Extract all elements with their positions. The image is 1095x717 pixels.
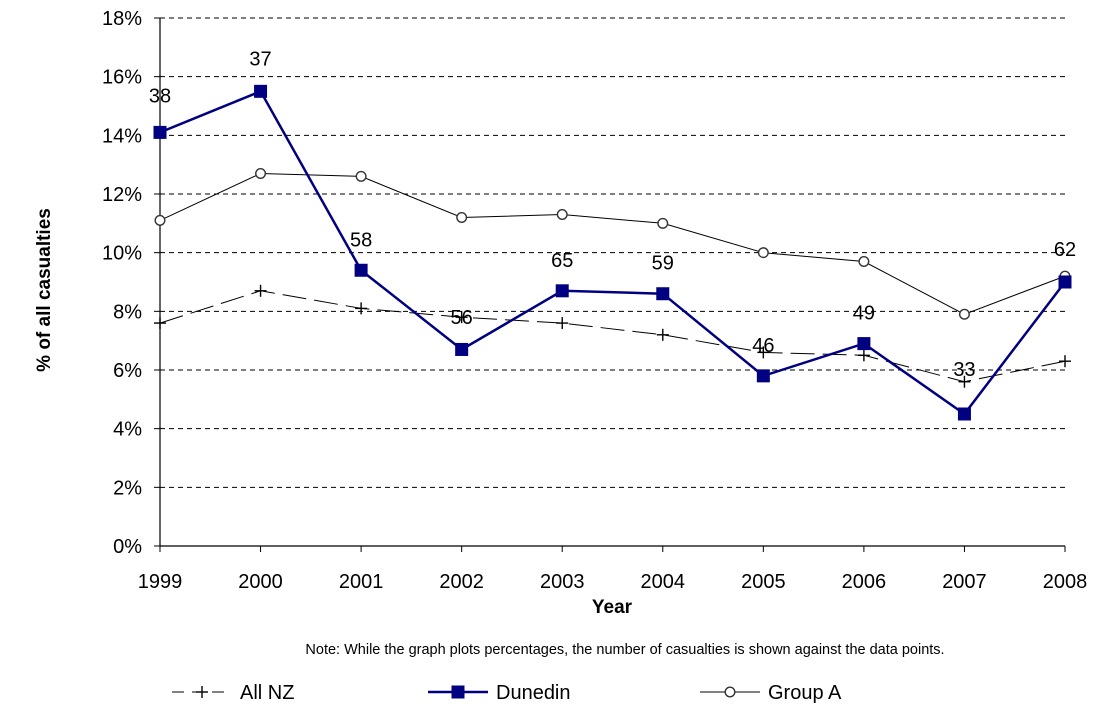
data-label: 59 [652, 253, 674, 275]
x-tick-label: 2001 [339, 571, 384, 593]
circle-marker [657, 217, 669, 229]
circle-marker [255, 167, 267, 179]
square-marker [957, 407, 971, 421]
data-label: 49 [853, 303, 875, 325]
circle-marker [858, 255, 870, 267]
square-marker [656, 287, 670, 301]
square-marker [857, 337, 871, 351]
data-label: 33 [953, 359, 975, 381]
data-label: 38 [149, 85, 171, 107]
y-tick-labels: 0% 2% 4% 6% 8% 10% 12% 14% 16% 18% [102, 8, 142, 558]
square-marker [153, 125, 167, 139]
y-tick-label: 16% [102, 67, 142, 89]
x-tick-label: 2006 [842, 571, 887, 593]
x-tick-label: 2007 [942, 571, 987, 593]
series-line-group-a [159, 172, 1066, 315]
data-label: 65 [551, 250, 573, 272]
square-marker [455, 342, 469, 356]
series-lines [159, 89, 1066, 416]
y-tick-label: 14% [102, 125, 142, 147]
plus-marker [455, 311, 468, 324]
legend-label: Group A [768, 682, 842, 704]
y-tick-label: 18% [102, 8, 142, 30]
plus-marker [196, 686, 208, 698]
x-tick-label: 2000 [238, 571, 283, 593]
square-marker [1058, 275, 1072, 289]
series-line-all-nz [159, 290, 1066, 383]
gridlines [160, 17, 1065, 488]
data-label: 58 [350, 229, 372, 251]
series-markers [153, 84, 1072, 421]
y-tick-label: 4% [113, 419, 142, 441]
axes [154, 17, 1066, 552]
x-tick-labels: 1999 2000 2001 2002 2003 2004 2005 2006 2007 2008 [138, 571, 1088, 593]
data-labels: 38 37 58 56 65 59 46 49 33 62 [149, 48, 1076, 381]
plus-marker [254, 284, 267, 297]
y-tick-label: 8% [113, 301, 142, 323]
x-tick-label: 2008 [1043, 571, 1088, 593]
y-tick-label: 12% [102, 184, 142, 206]
series-line-dunedin [159, 89, 1066, 416]
x-tick-label: 2005 [741, 571, 786, 593]
circle-marker [355, 170, 367, 182]
chart-note: Note: While the graph plots percentages,… [305, 642, 944, 658]
plus-marker [556, 317, 569, 330]
circle-marker [556, 209, 568, 221]
y-tick-label: 0% [113, 536, 142, 558]
y-axis-title: % of all casualties [34, 208, 55, 372]
square-marker [756, 369, 770, 383]
circle-marker [154, 214, 166, 226]
x-tick-label: 2003 [540, 571, 585, 593]
legend-item-dunedin: Dunedin [428, 682, 571, 704]
data-label: 62 [1054, 239, 1076, 261]
data-label: 56 [451, 307, 473, 329]
legend-item-all-nz: All NZ [172, 682, 294, 704]
data-label: 46 [752, 335, 774, 357]
plus-marker [154, 317, 166, 330]
x-tick-label: 2002 [439, 571, 484, 593]
data-label: 37 [249, 48, 271, 70]
circle-marker [724, 686, 736, 698]
legend-label: Dunedin [496, 682, 571, 704]
legend-item-group-a: Group A [700, 682, 842, 704]
circle-marker [958, 308, 970, 320]
y-tick-label: 2% [113, 477, 142, 499]
square-marker [354, 263, 368, 277]
plus-marker [757, 346, 770, 359]
x-axis-title: Year [592, 597, 633, 618]
plus-marker [355, 302, 368, 315]
square-marker [555, 284, 569, 298]
plus-marker [656, 328, 669, 341]
legend-label: All NZ [240, 682, 294, 704]
plus-marker [958, 375, 971, 388]
circle-marker [757, 247, 769, 259]
x-tick-label: 2004 [641, 571, 686, 593]
plus-marker [857, 349, 870, 362]
square-marker [254, 84, 268, 98]
circle-marker [456, 211, 468, 223]
y-tick-label: 6% [113, 360, 142, 382]
plus-marker [1059, 355, 1071, 368]
y-tick-label: 10% [102, 243, 142, 265]
square-marker [451, 685, 465, 699]
x-tick-label: 1999 [138, 571, 183, 593]
legend: All NZ Dunedin Group A [172, 682, 842, 704]
